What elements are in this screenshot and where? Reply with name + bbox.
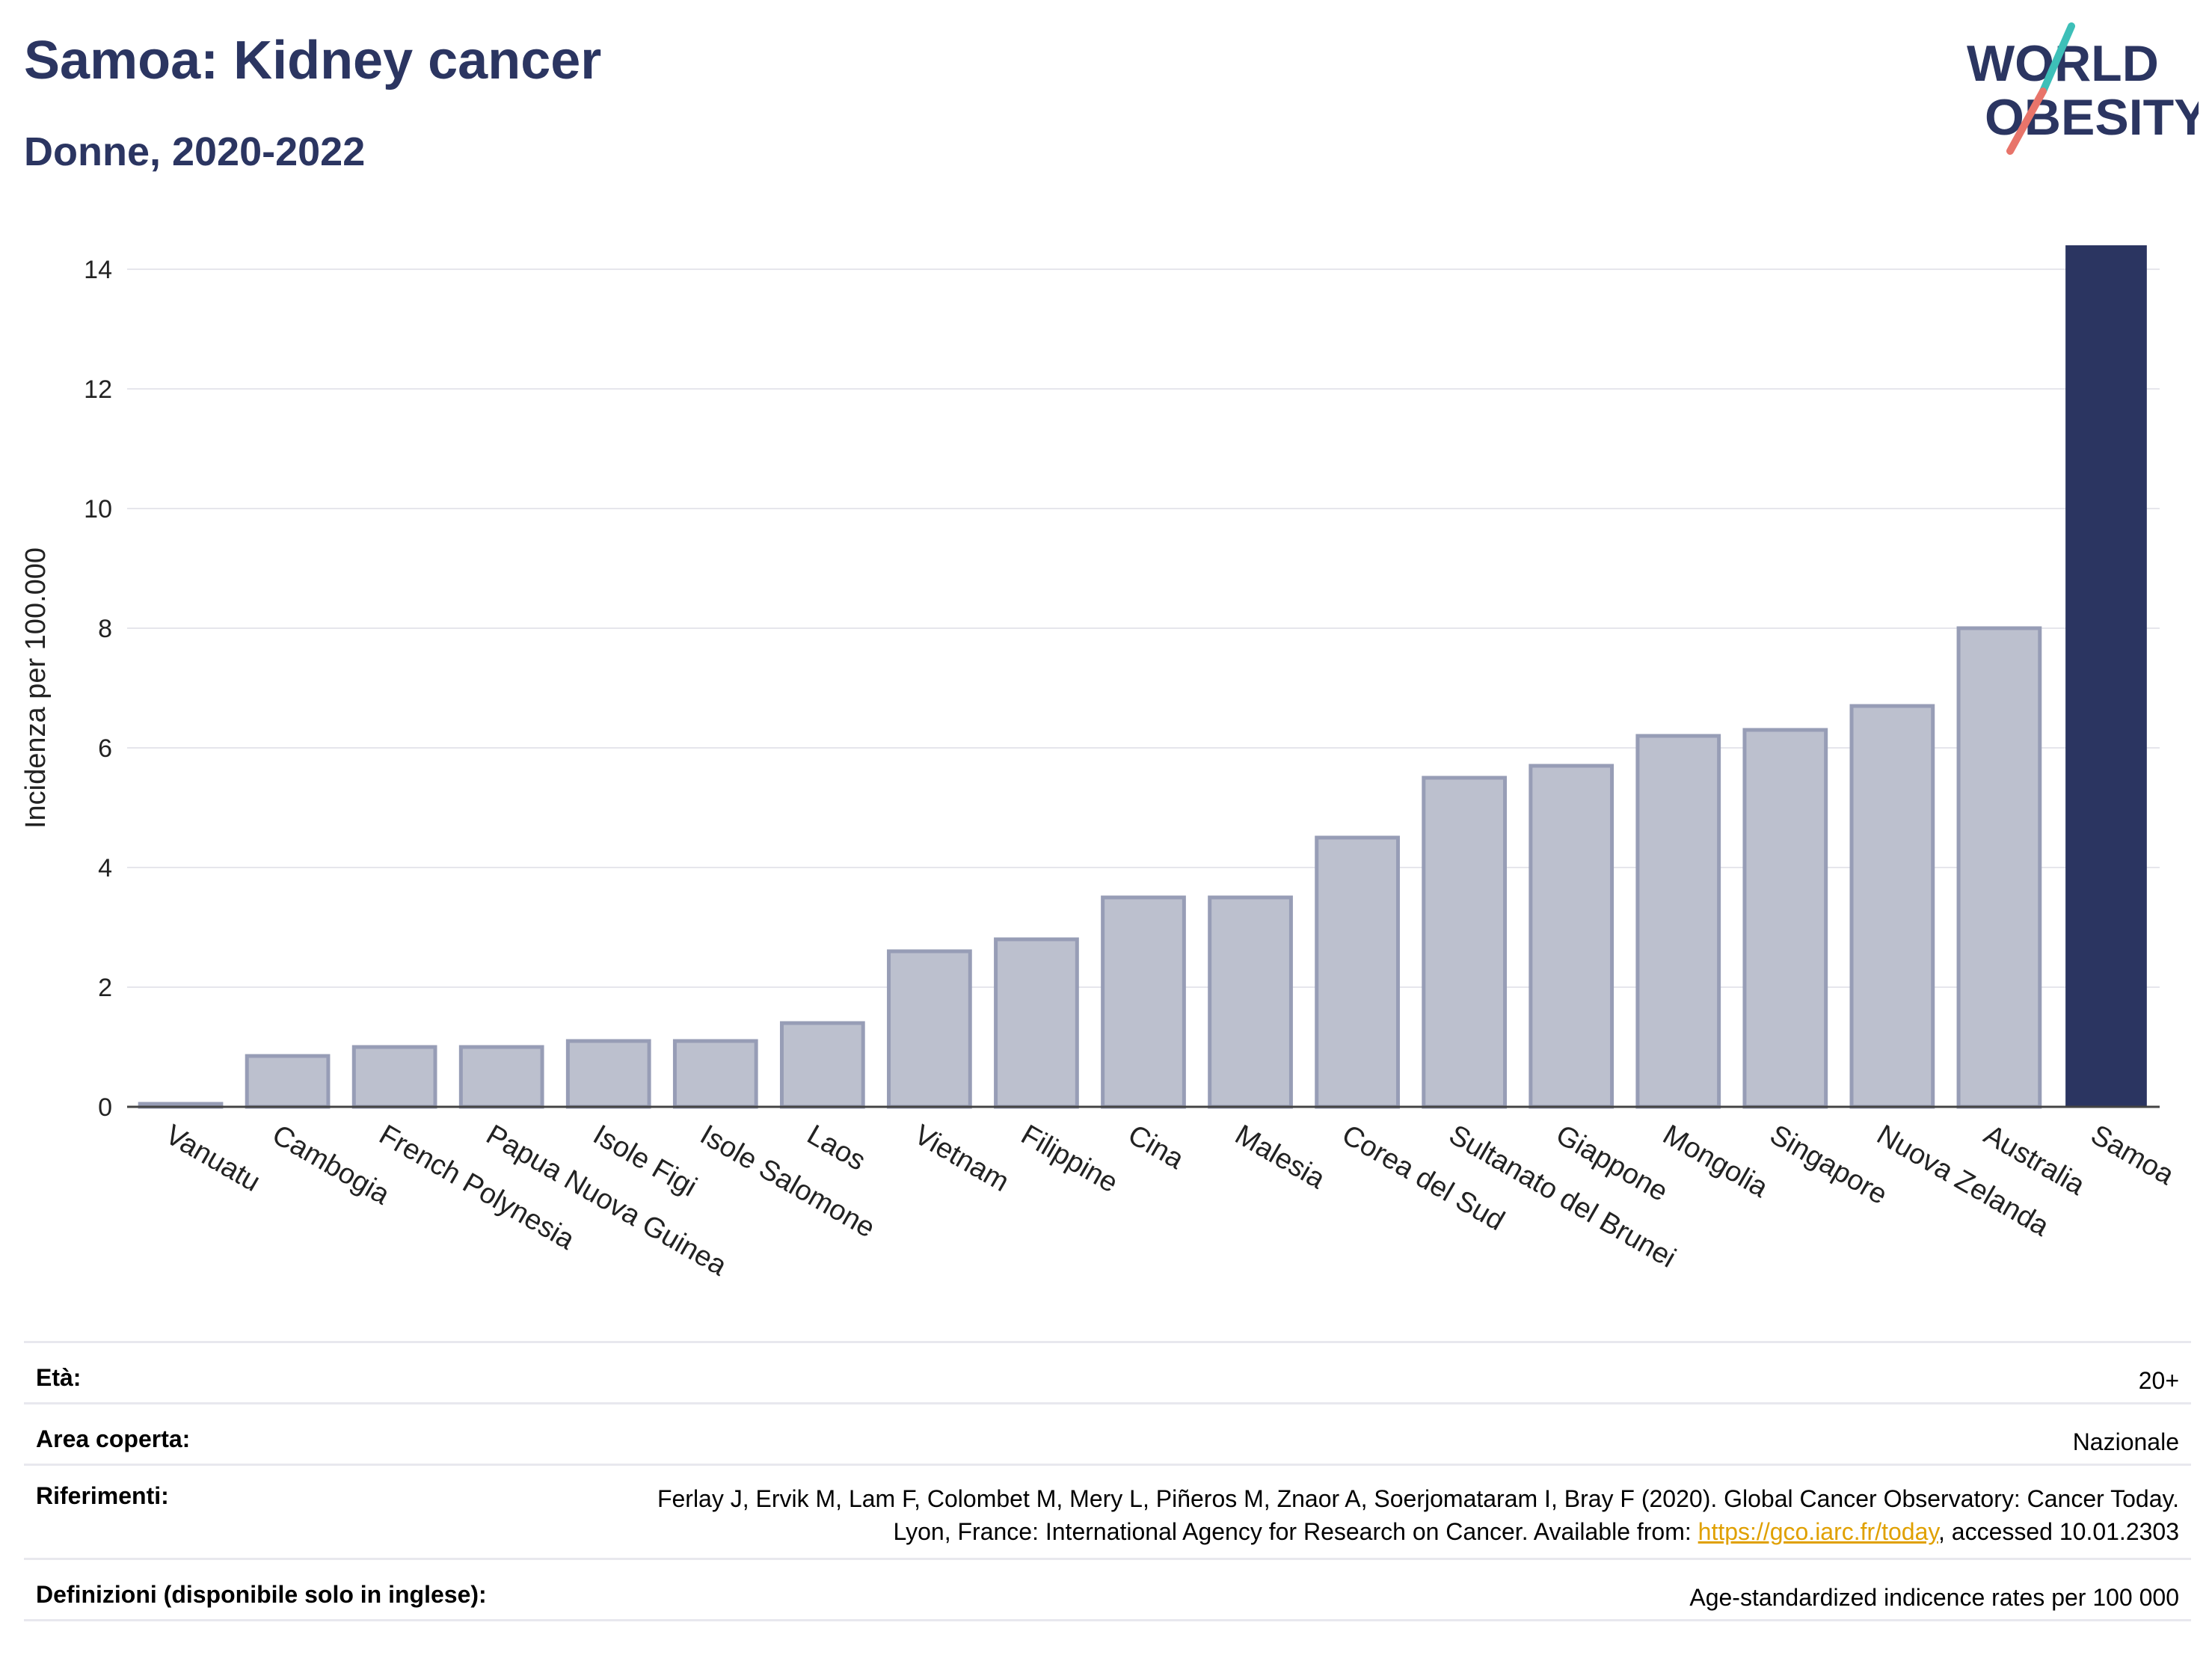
meta-label: Età:: [36, 1364, 82, 1391]
bar-australia: [1956, 626, 2042, 1109]
bar-isole-figi: [565, 1039, 651, 1109]
meta-value: Age-standardized indicence rates per 100…: [1689, 1584, 2179, 1611]
x-tick-label: Laos: [802, 1119, 870, 1177]
bar-samoa: [2065, 245, 2147, 1107]
bar-cambogia: [245, 1054, 331, 1109]
bar-papua-nuova-guinea: [458, 1045, 544, 1109]
meta-value: 20+: [2138, 1367, 2179, 1394]
reference-accessed: , accessed 10.01.2303: [1938, 1518, 2179, 1545]
chart-subtitle: Donne, 2020-2022: [24, 129, 366, 174]
bar-corea-del-sud: [1315, 835, 1400, 1109]
chart-title: Samoa: Kidney cancer: [24, 31, 602, 90]
y-tick-label: 6: [98, 734, 112, 763]
x-tick-label: Isole Salomone: [695, 1119, 880, 1244]
bar-sultanato-del-brunei: [1422, 776, 1508, 1109]
y-axis-title: Incidenza per 100.000: [20, 547, 52, 829]
bar-malesia: [1208, 895, 1293, 1109]
bar-french-polynesia: [351, 1045, 437, 1109]
y-tick-label: 12: [84, 375, 112, 404]
meta-row-references: Riferimenti: Ferlay J, Ervik M, Lam F, C…: [24, 1464, 2191, 1558]
y-axis-ticks: 0 2 4 6 8 10 12 14: [84, 256, 112, 1122]
x-tick-label: Malesia: [1229, 1119, 1330, 1195]
bar-giappone: [1529, 764, 1615, 1109]
bar-singapore: [1742, 728, 1828, 1109]
x-tick-label: Vietnam: [909, 1119, 1014, 1198]
meta-value: Nazionale: [2072, 1428, 2179, 1455]
world-obesity-logo: WORLD OBESITY: [1967, 22, 2199, 155]
bar-nuova-zelanda: [1849, 704, 1935, 1109]
y-tick-label: 0: [98, 1093, 112, 1122]
meta-value: Ferlay J, Ervik M, Lam F, Colombet M, Me…: [609, 1482, 2179, 1548]
meta-label: Definizioni (disponibile solo in inglese…: [36, 1581, 487, 1608]
bar-filippine: [994, 937, 1079, 1109]
y-tick-label: 14: [84, 256, 112, 284]
reference-text: Ferlay J, Ervik M, Lam F, Colombet M, Me…: [657, 1485, 2179, 1545]
x-tick-label: Mongolia: [1658, 1119, 1774, 1204]
y-tick-label: 10: [84, 495, 112, 523]
x-tick-label: Singapore: [1765, 1119, 1893, 1211]
y-tick-label: 4: [98, 854, 112, 882]
x-tick-label: Filippine: [1016, 1119, 1123, 1199]
meta-label: Riferimenti:: [36, 1482, 169, 1509]
bar-cina: [1101, 895, 1186, 1109]
x-tick-label: Samoa: [2086, 1119, 2180, 1191]
meta-row-age: Età: 20+: [24, 1341, 2191, 1402]
meta-label: Area coperta:: [36, 1425, 191, 1452]
bar-mongolia: [1635, 734, 1721, 1109]
x-tick-label: Vanuatu: [160, 1119, 265, 1198]
meta-bottom-border: [24, 1619, 2191, 1621]
y-tick-label: 8: [98, 615, 112, 643]
metadata-table: Età: 20+ Area coperta: Nazionale Riferim…: [24, 1341, 2191, 1621]
reference-link[interactable]: https://gco.iarc.fr/today: [1698, 1518, 1938, 1545]
bar-laos: [779, 1021, 865, 1109]
bar-vietnam: [887, 949, 972, 1109]
meta-row-area: Area coperta: Nazionale: [24, 1402, 2191, 1464]
x-tick-label: Cina: [1122, 1119, 1189, 1176]
meta-row-definitions: Definizioni (disponibile solo in inglese…: [24, 1558, 2191, 1619]
bar-isole-salomone: [672, 1039, 758, 1109]
y-tick-label: 2: [98, 974, 112, 1002]
x-tick-label: Cambogia: [267, 1119, 396, 1211]
x-tick-label: French Polynesia: [374, 1119, 580, 1256]
bars: [138, 245, 2147, 1109]
